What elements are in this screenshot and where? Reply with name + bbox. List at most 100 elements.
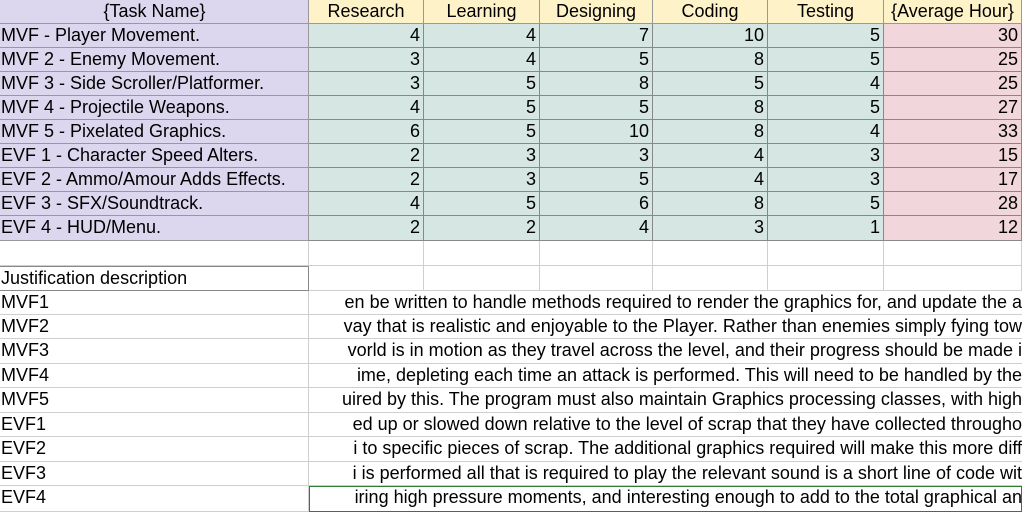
research-cell[interactable]: 4 [309,96,424,120]
justification-label[interactable]: EVF4 [0,486,309,512]
testing-cell[interactable]: 5 [768,48,884,72]
header-designing[interactable]: Designing [540,0,653,24]
designing-cell[interactable]: 8 [540,72,653,96]
designing-cell[interactable]: 4 [540,216,653,241]
justification-label[interactable]: MVF2 [0,315,309,339]
empty-cell[interactable] [653,241,768,266]
empty-cell[interactable] [424,241,540,266]
average-hour-cell[interactable]: 17 [884,168,1022,192]
coding-cell[interactable]: 4 [653,168,768,192]
research-cell[interactable]: 4 [309,192,424,216]
justification-label[interactable]: MVF1 [0,291,309,315]
coding-cell[interactable]: 8 [653,48,768,72]
coding-cell[interactable]: 3 [653,216,768,241]
average-hour-cell[interactable]: 25 [884,48,1022,72]
task-name-cell[interactable]: MVF 4 - Projectile Weapons. [0,96,309,120]
justification-label[interactable]: MVF5 [0,388,309,413]
learning-cell[interactable]: 5 [424,192,540,216]
task-name-cell[interactable]: EVF 3 - SFX/Soundtrack. [0,192,309,216]
justification-text-cell[interactable]: uired by this. The program must also mai… [309,388,1022,413]
average-hour-cell[interactable]: 28 [884,192,1022,216]
research-cell[interactable]: 2 [309,216,424,241]
average-hour-cell[interactable]: 30 [884,24,1022,48]
empty-cell[interactable] [768,241,884,266]
task-name-cell[interactable]: MVF - Player Movement. [0,24,309,48]
coding-cell[interactable]: 8 [653,96,768,120]
testing-cell[interactable]: 5 [768,24,884,48]
coding-cell[interactable]: 5 [653,72,768,96]
header-task-name[interactable]: {Task Name} [0,0,309,24]
average-hour-cell[interactable]: 15 [884,144,1022,168]
average-hour-cell[interactable]: 33 [884,120,1022,144]
justification-text-cell[interactable]: en be written to handle methods required… [309,291,1022,315]
justification-label[interactable]: MVF3 [0,339,309,364]
justification-label[interactable]: EVF2 [0,437,309,462]
designing-cell[interactable]: 10 [540,120,653,144]
justification-label[interactable]: EVF1 [0,413,309,437]
coding-cell[interactable]: 4 [653,144,768,168]
testing-cell[interactable]: 3 [768,144,884,168]
designing-cell[interactable]: 5 [540,96,653,120]
average-hour-cell[interactable]: 27 [884,96,1022,120]
empty-cell[interactable] [424,266,540,291]
justification-text-cell[interactable]: i is performed all that is required to p… [309,462,1022,486]
learning-cell[interactable]: 3 [424,168,540,192]
justification-text-cell[interactable]: ed up or slowed down relative to the lev… [309,413,1022,437]
task-name-cell[interactable]: MVF 5 - Pixelated Graphics. [0,120,309,144]
designing-cell[interactable]: 3 [540,144,653,168]
designing-cell[interactable]: 5 [540,48,653,72]
empty-cell[interactable] [884,241,1022,266]
header-learning[interactable]: Learning [424,0,540,24]
testing-cell[interactable]: 1 [768,216,884,241]
justification-label[interactable]: EVF3 [0,462,309,486]
research-cell[interactable]: 3 [309,48,424,72]
testing-cell[interactable]: 5 [768,192,884,216]
coding-cell[interactable]: 10 [653,24,768,48]
header-research[interactable]: Research [309,0,424,24]
testing-cell[interactable]: 4 [768,72,884,96]
designing-cell[interactable]: 7 [540,24,653,48]
justification-text-cell[interactable]: ime, depleting each time an attack is pe… [309,364,1022,388]
empty-cell[interactable] [768,266,884,291]
task-name-cell[interactable]: MVF 3 - Side Scroller/Platformer. [0,72,309,96]
designing-cell[interactable]: 5 [540,168,653,192]
justification-text-cell-selected[interactable]: iring high pressure moments, and interes… [309,486,1022,512]
testing-cell[interactable]: 5 [768,96,884,120]
research-cell[interactable]: 4 [309,24,424,48]
research-cell[interactable]: 3 [309,72,424,96]
testing-cell[interactable]: 3 [768,168,884,192]
coding-cell[interactable]: 8 [653,192,768,216]
task-name-cell[interactable]: EVF 2 - Ammo/Amour Adds Effects. [0,168,309,192]
justification-label[interactable]: MVF4 [0,364,309,388]
average-hour-cell[interactable]: 12 [884,216,1022,241]
learning-cell[interactable]: 4 [424,24,540,48]
average-hour-cell[interactable]: 25 [884,72,1022,96]
learning-cell[interactable]: 2 [424,216,540,241]
header-testing[interactable]: Testing [768,0,884,24]
designing-cell[interactable]: 6 [540,192,653,216]
testing-cell[interactable]: 4 [768,120,884,144]
empty-cell[interactable] [540,241,653,266]
research-cell[interactable]: 2 [309,168,424,192]
research-cell[interactable]: 2 [309,144,424,168]
research-cell[interactable]: 6 [309,120,424,144]
justification-text-cell[interactable]: vorld is in motion as they travel across… [309,339,1022,364]
learning-cell[interactable]: 5 [424,120,540,144]
task-name-cell[interactable]: MVF 2 - Enemy Movement. [0,48,309,72]
learning-cell[interactable]: 5 [424,96,540,120]
empty-cell[interactable] [653,266,768,291]
header-coding[interactable]: Coding [653,0,768,24]
justification-heading[interactable]: Justification description [0,266,309,291]
learning-cell[interactable]: 4 [424,48,540,72]
justification-text-cell[interactable]: vay that is realistic and enjoyable to t… [309,315,1022,339]
task-name-cell[interactable]: EVF 1 - Character Speed Alters. [0,144,309,168]
empty-cell[interactable] [309,266,424,291]
empty-cell[interactable] [0,241,309,266]
justification-text-cell[interactable]: i to specific pieces of scrap. The addit… [309,437,1022,462]
learning-cell[interactable]: 5 [424,72,540,96]
empty-cell[interactable] [884,266,1022,291]
empty-cell[interactable] [540,266,653,291]
task-name-cell[interactable]: EVF 4 - HUD/Menu. [0,216,309,241]
coding-cell[interactable]: 8 [653,120,768,144]
header-average-hour[interactable]: {Average Hour} [884,0,1022,24]
